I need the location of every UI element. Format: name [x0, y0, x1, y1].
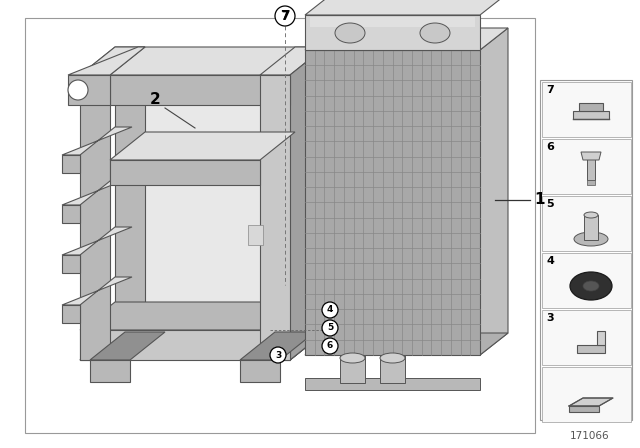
Polygon shape — [260, 75, 290, 360]
Bar — [380, 355, 405, 383]
Ellipse shape — [583, 281, 599, 291]
Circle shape — [68, 80, 88, 100]
Text: 5: 5 — [546, 199, 554, 209]
Text: 7: 7 — [280, 9, 290, 23]
Bar — [540, 80, 632, 420]
Circle shape — [322, 320, 338, 336]
Polygon shape — [62, 155, 80, 173]
Polygon shape — [62, 255, 80, 273]
Bar — [587, 152, 595, 180]
Polygon shape — [62, 127, 132, 155]
Polygon shape — [80, 332, 325, 360]
Text: 6: 6 — [327, 341, 333, 350]
Text: 3: 3 — [546, 313, 554, 323]
Polygon shape — [569, 398, 613, 406]
Polygon shape — [80, 302, 325, 330]
Polygon shape — [80, 47, 145, 75]
Polygon shape — [581, 152, 601, 160]
Bar — [587, 180, 595, 185]
Ellipse shape — [420, 23, 450, 43]
Polygon shape — [597, 331, 605, 345]
Ellipse shape — [340, 353, 365, 363]
Bar — [25, 18, 535, 433]
Text: 2: 2 — [150, 92, 161, 108]
Polygon shape — [80, 330, 290, 360]
Circle shape — [322, 302, 338, 318]
Bar — [542, 196, 631, 251]
Polygon shape — [115, 47, 145, 332]
Polygon shape — [80, 75, 290, 105]
Polygon shape — [90, 332, 165, 360]
Polygon shape — [260, 332, 325, 360]
Polygon shape — [290, 302, 325, 360]
Polygon shape — [145, 77, 295, 302]
Polygon shape — [62, 227, 132, 255]
Bar — [310, 17, 475, 27]
Bar — [305, 15, 480, 50]
Polygon shape — [305, 0, 508, 15]
Polygon shape — [62, 277, 132, 305]
Text: 5: 5 — [327, 323, 333, 332]
Polygon shape — [573, 111, 609, 119]
Ellipse shape — [574, 232, 608, 246]
Circle shape — [275, 6, 295, 26]
Polygon shape — [480, 28, 508, 355]
Bar — [542, 367, 631, 422]
Text: 1: 1 — [534, 193, 545, 207]
Bar — [542, 139, 631, 194]
Polygon shape — [110, 132, 295, 160]
Text: 6: 6 — [546, 142, 554, 152]
Polygon shape — [290, 47, 325, 360]
Polygon shape — [68, 47, 145, 75]
Ellipse shape — [584, 212, 598, 218]
Polygon shape — [260, 47, 325, 75]
Text: 3: 3 — [275, 350, 281, 359]
Polygon shape — [305, 28, 508, 50]
Polygon shape — [80, 75, 110, 360]
Bar — [584, 215, 598, 240]
Bar — [305, 50, 480, 355]
Polygon shape — [240, 332, 315, 360]
Ellipse shape — [380, 353, 405, 363]
Polygon shape — [305, 333, 508, 355]
Polygon shape — [290, 47, 325, 105]
Polygon shape — [80, 332, 145, 360]
Polygon shape — [240, 360, 280, 382]
Text: 7: 7 — [546, 85, 554, 95]
Polygon shape — [110, 160, 260, 185]
Polygon shape — [90, 360, 130, 382]
Polygon shape — [579, 103, 603, 111]
Text: 4: 4 — [327, 306, 333, 314]
Polygon shape — [62, 177, 132, 205]
Polygon shape — [62, 205, 80, 223]
Bar — [305, 378, 480, 390]
Polygon shape — [577, 345, 605, 353]
Bar — [542, 310, 631, 365]
Text: 7: 7 — [282, 11, 289, 21]
Bar — [340, 355, 365, 383]
Text: 4: 4 — [546, 256, 554, 266]
Bar — [542, 253, 631, 308]
Polygon shape — [62, 305, 80, 323]
Ellipse shape — [570, 272, 612, 300]
Bar — [248, 225, 263, 245]
Circle shape — [322, 338, 338, 354]
Polygon shape — [80, 47, 325, 75]
Circle shape — [270, 347, 286, 363]
Text: 171066: 171066 — [570, 431, 610, 441]
Bar — [542, 82, 631, 137]
Ellipse shape — [335, 23, 365, 43]
Polygon shape — [68, 75, 110, 105]
Polygon shape — [569, 406, 599, 412]
